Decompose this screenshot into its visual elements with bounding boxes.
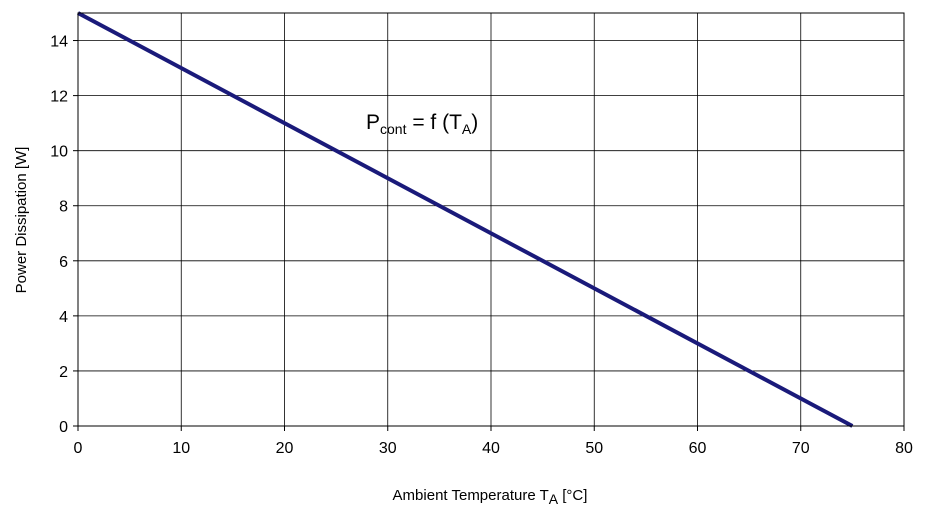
y-tick-label: 14	[50, 34, 68, 51]
x-tick-label: 80	[895, 440, 913, 457]
y-tick-label: 4	[59, 309, 68, 326]
y-tick-label: 8	[59, 199, 68, 216]
y-tick-label: 12	[50, 89, 68, 106]
x-axis-title: Ambient Temperature TA [°C]	[393, 487, 588, 507]
plot-frame	[77, 12, 905, 427]
x-tick-label: 50	[585, 440, 603, 457]
series-layer	[77, 11, 854, 428]
y-tick-label: 2	[59, 364, 68, 381]
x-tick-label: 70	[792, 440, 810, 457]
y-tick-label: 10	[50, 144, 68, 161]
x-tick-label: 20	[276, 440, 294, 457]
series-line	[77, 11, 854, 428]
y-axis-title: Power Dissipation [W]	[13, 147, 30, 294]
x-tick-labels: 0 10 20 30 40 50 60 70 80	[74, 440, 913, 457]
y-tick-label: 6	[59, 254, 68, 271]
y-tick-labels: 0 2 4 6 8 10 12 14	[50, 34, 68, 436]
y-tick-label: 0	[59, 419, 68, 436]
x-tick-label: 60	[689, 440, 707, 457]
chart-annotation: Pcont = f (TA)	[366, 111, 478, 137]
x-tick-label: 10	[172, 440, 190, 457]
x-tick-label: 30	[379, 440, 397, 457]
x-tick-label: 40	[482, 440, 500, 457]
x-tick-label: 0	[74, 440, 83, 457]
